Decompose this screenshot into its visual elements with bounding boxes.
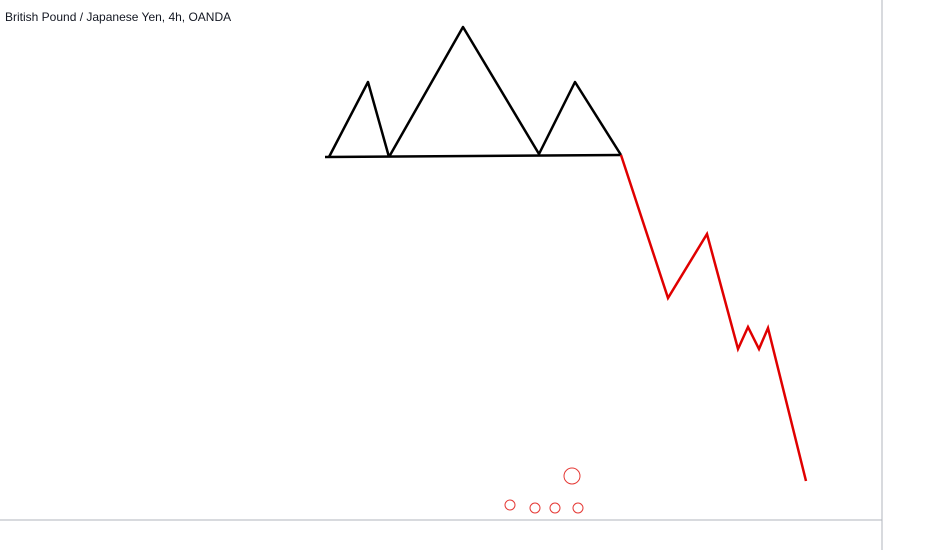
icon [563, 467, 581, 485]
projection-path [619, 154, 808, 482]
neckline [324, 153, 622, 159]
left-shoulder [327, 80, 391, 158]
icon [529, 502, 541, 514]
indicator-icons [504, 467, 584, 514]
head-right-shoulder [387, 25, 623, 158]
icon [549, 502, 561, 514]
icon [504, 499, 516, 511]
chart-title: British Pound / Japanese Yen, 4h, OANDA [5, 10, 231, 24]
icon [572, 502, 584, 514]
pattern-drawing [324, 25, 623, 159]
